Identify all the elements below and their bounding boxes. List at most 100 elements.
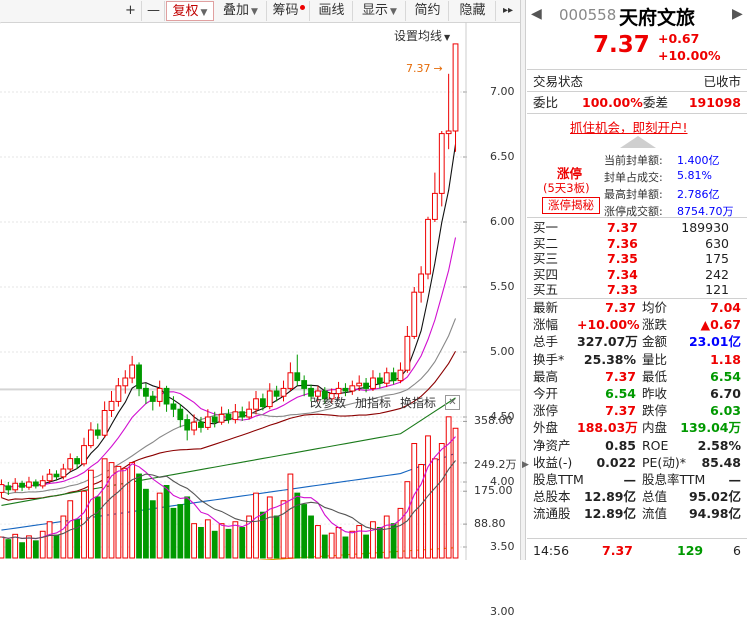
prev-stock-icon[interactable]: ◀ <box>531 6 542 22</box>
status-label: 交易状态 <box>533 74 584 89</box>
chouma-button[interactable]: 筹码 <box>268 1 310 21</box>
volume-bar <box>170 507 177 559</box>
bid-volume: 189930 <box>681 220 729 235</box>
volume-ma-lines <box>1 436 456 540</box>
more-arrow-icon[interactable]: ▸▸ <box>502 5 514 16</box>
volume-bar <box>232 521 239 559</box>
stat-value: 25.38% <box>583 351 636 367</box>
bid-volume: 175 <box>705 251 729 267</box>
volume-bar <box>280 500 287 559</box>
zoom-out-button[interactable]: — <box>143 1 165 21</box>
limit-stat-label: 封单占成交: <box>604 171 663 184</box>
xianshi-dropdown[interactable]: 显示 ▼ <box>354 1 406 21</box>
candle-body <box>321 390 328 400</box>
stat-value: — <box>728 472 742 487</box>
candle-body <box>383 372 390 384</box>
stat-label: 内盘 <box>642 420 668 436</box>
bid-volume: 630 <box>705 235 729 251</box>
divider <box>527 217 747 218</box>
limit-stat-value: 1.400亿 <box>677 154 720 167</box>
kline-chart[interactable] <box>0 22 520 560</box>
stat-row: 净资产 0.85 ROE 2.58% <box>527 437 741 454</box>
chevron-down-icon: ▼ <box>390 7 397 17</box>
volume-bar <box>425 435 431 559</box>
open-account-link[interactable]: 抓住机会，即刻开户! <box>570 120 688 135</box>
bid-price: 7.36 <box>607 235 638 251</box>
candle-body <box>390 372 397 382</box>
candle-body <box>156 387 163 402</box>
tick-time: 14:56 <box>533 543 570 558</box>
add-indicator-button[interactable]: 加指标 <box>355 396 392 410</box>
volume-bar <box>328 532 335 559</box>
stat-row: 总股本 12.89亿 总值 95.02亿 <box>527 488 741 505</box>
candle-body <box>411 291 418 337</box>
volume-bar <box>5 539 12 559</box>
candle-body <box>94 429 101 436</box>
candle-body <box>81 445 87 465</box>
stat-row: 涨停 7.37 跌停 6.03 <box>527 402 741 419</box>
volume-bar <box>253 492 259 559</box>
volume-bar <box>156 492 163 559</box>
stat-label: 流通股 <box>533 506 571 522</box>
stat-label: 最高 <box>533 368 559 384</box>
stat-label: 涨幅 <box>533 317 559 333</box>
panel-divider[interactable] <box>520 0 526 560</box>
stat-value: 327.07万 <box>577 334 638 350</box>
zoom-in-button[interactable]: + <box>120 1 142 21</box>
candle-body <box>0 484 5 493</box>
stat-label: 跌停 <box>642 403 668 419</box>
chouma-label: 筹码 <box>272 3 299 18</box>
candle-body <box>239 411 246 418</box>
divider <box>527 91 747 92</box>
candle-body <box>184 419 191 431</box>
stat-label: 今开 <box>533 386 559 401</box>
collapse-up-icon[interactable] <box>620 136 656 148</box>
candlestick-series <box>0 43 459 498</box>
jianyue-button[interactable]: 简约 <box>407 1 449 21</box>
huaxian-button[interactable]: 画线 <box>311 1 353 21</box>
volume-bar <box>177 504 184 559</box>
bid-price: 7.34 <box>607 266 638 282</box>
candle-body <box>26 481 32 488</box>
bid-price: 7.35 <box>607 251 638 267</box>
status-value: 已收市 <box>703 74 741 89</box>
next-stock-icon[interactable]: ▶ <box>732 6 743 22</box>
candle-body <box>246 408 253 418</box>
weibi-value: 100.00% <box>582 95 643 110</box>
candle-body <box>266 390 273 408</box>
fuquan-dropdown[interactable]: 复权 ▼ <box>166 1 214 21</box>
volume-tick-label: 249.2万 <box>474 457 517 471</box>
diejia-dropdown[interactable]: 叠加 ▼ <box>215 1 267 21</box>
ma-setting-button[interactable]: 设置均线 ▼ <box>394 27 450 44</box>
volume-bar <box>397 507 404 559</box>
candle-body <box>67 458 74 470</box>
collapse-arrow-icon[interactable]: ▶ <box>522 460 529 470</box>
volume-bar <box>0 536 5 559</box>
params-button[interactable]: 改参数 <box>310 396 347 410</box>
candle-body <box>376 377 383 384</box>
candle-body <box>218 413 225 423</box>
candle-body <box>425 218 431 275</box>
candle-body <box>191 421 197 431</box>
candle-body <box>342 387 349 392</box>
price-change-pct: +10.00% <box>658 48 721 63</box>
stat-value: 1.18 <box>710 351 741 367</box>
candle-body <box>328 393 335 400</box>
volume-bar <box>136 473 142 559</box>
stat-value: 12.89亿 <box>583 489 636 505</box>
weibi-label: 委比 <box>533 95 559 110</box>
volume-tick-label: 358.00 <box>474 414 513 428</box>
bid-label: 买四 <box>533 266 559 282</box>
stat-value: 7.37 <box>605 368 636 384</box>
candle-body <box>198 421 204 428</box>
stat-label: PE(动)* <box>642 454 686 470</box>
ma60-line <box>1 397 456 506</box>
limit-up-box: 涨停 (5天3板) 涨停揭秘 当前封单额: 1.400亿 封单占成交: 5.81% 最高… <box>527 149 745 218</box>
stat-label: 股息率TTM <box>642 472 706 487</box>
volume-bar <box>342 536 349 559</box>
limit-reveal-button[interactable]: 涨停揭秘 <box>542 197 600 214</box>
stat-row: 流通股 12.89亿 流值 94.98亿 <box>527 505 741 522</box>
switch-indicator-button[interactable]: 换指标 <box>400 396 437 410</box>
yincang-button[interactable]: 隐藏 <box>450 1 496 21</box>
close-icon[interactable]: ✕ <box>445 395 460 410</box>
